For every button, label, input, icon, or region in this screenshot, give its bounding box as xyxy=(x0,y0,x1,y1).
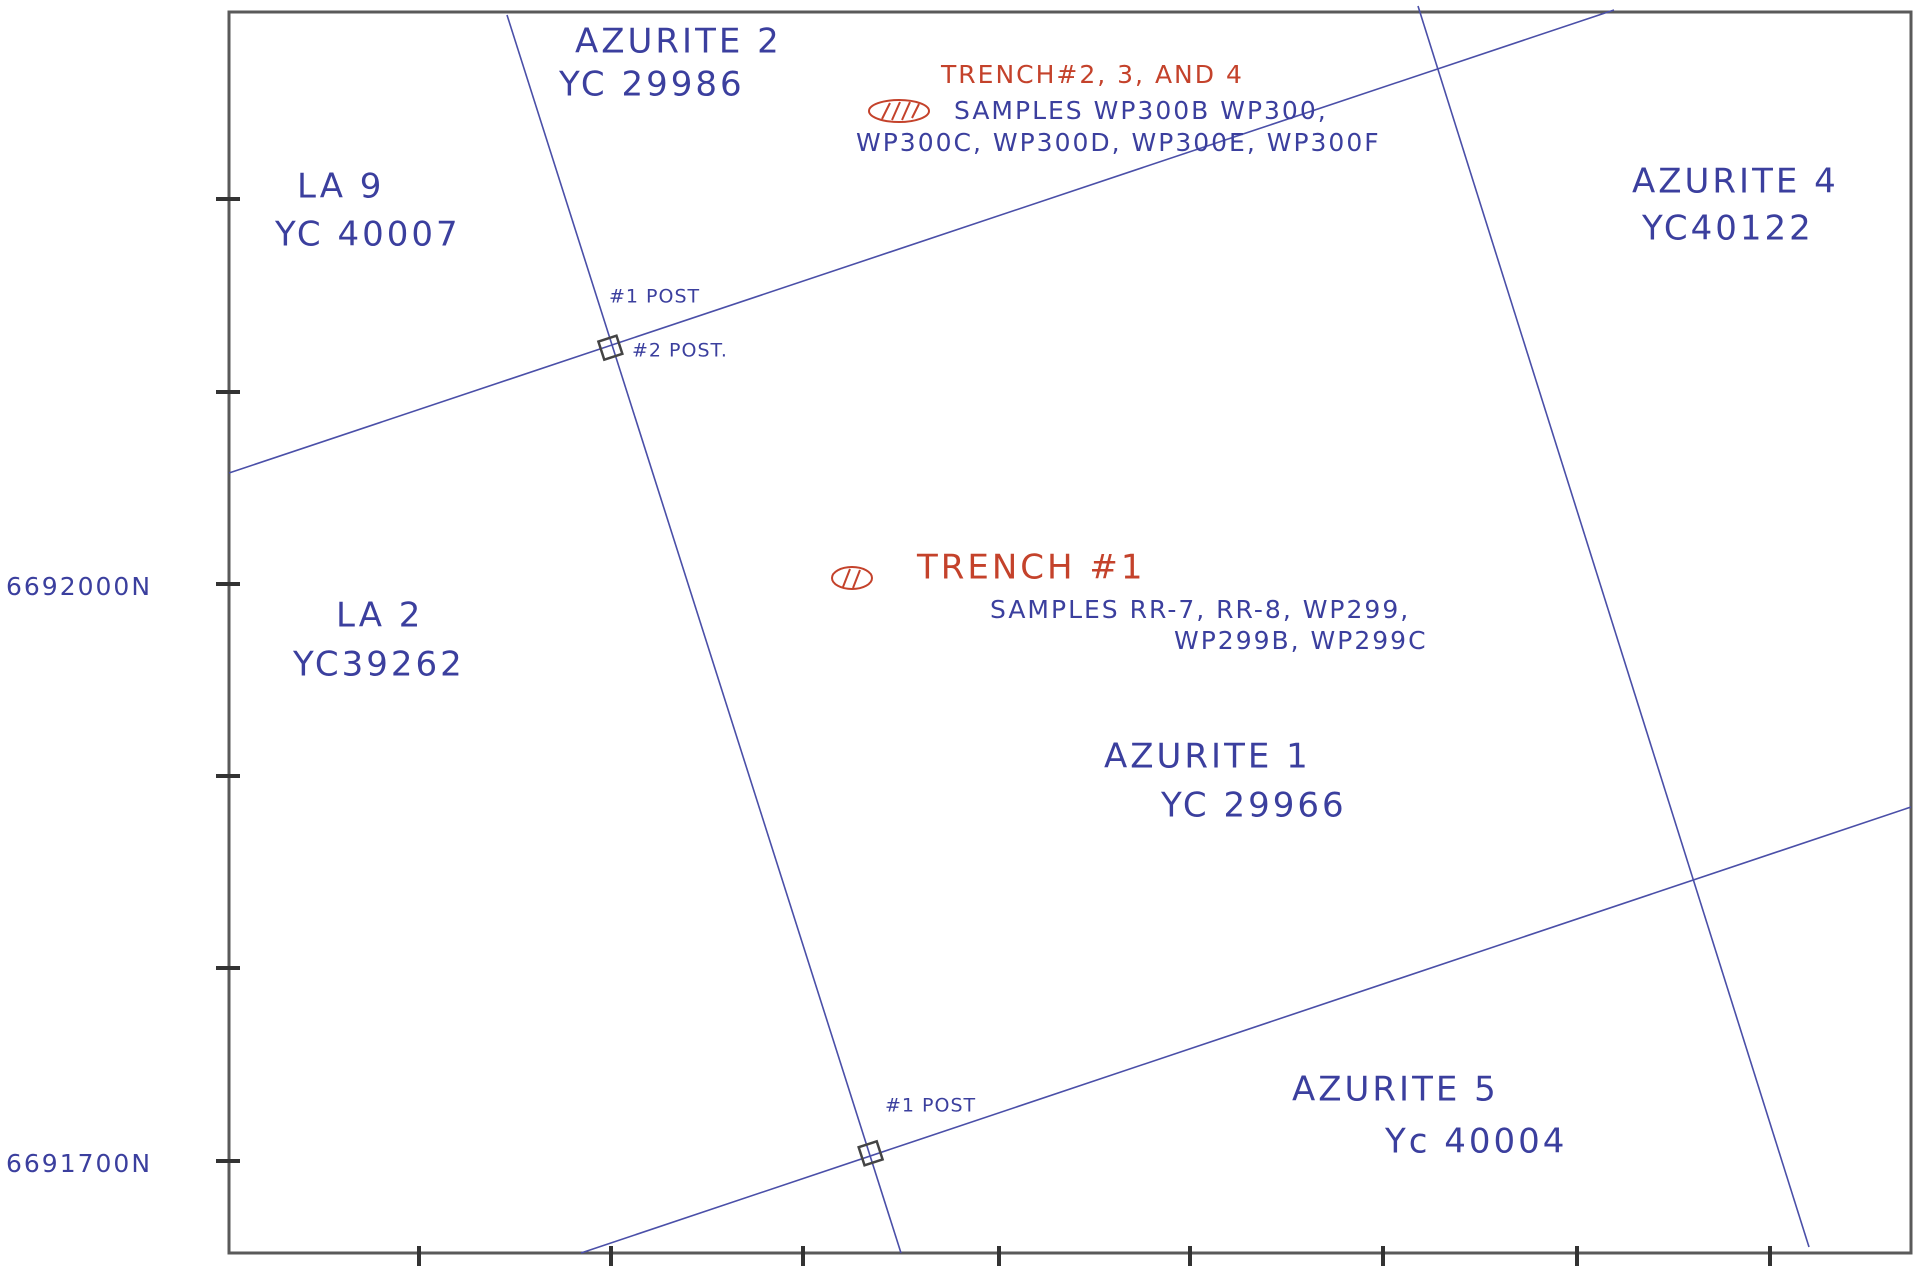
northing-label: 6692000N xyxy=(6,572,152,601)
post-marker xyxy=(857,1139,885,1167)
trench-title: TRENCH #1 xyxy=(916,548,1146,588)
claim-tenure: YC 40007 xyxy=(274,215,461,255)
claim-line xyxy=(1417,5,1810,1248)
claim-name: AZURITE 2 xyxy=(575,22,782,62)
claim-line xyxy=(228,9,1615,474)
trench-title: TRENCH#2, 3, AND 4 xyxy=(940,60,1244,89)
trench-samples: WP299B, WP299C xyxy=(1174,626,1428,655)
claim-tenure: YC 29966 xyxy=(1160,786,1347,826)
trench-symbol xyxy=(868,99,930,123)
ticks xyxy=(216,197,1772,1266)
claim-name: AZURITE 1 xyxy=(1104,737,1311,777)
trench-symbol xyxy=(831,566,873,590)
post-label: #2 POST. xyxy=(632,340,728,362)
map-frame xyxy=(227,10,1913,1255)
northing-label: 6691700N xyxy=(6,1149,152,1178)
claim-name: AZURITE 4 xyxy=(1632,162,1839,202)
post-label: #1 POST xyxy=(885,1095,976,1117)
claim-tenure: YC 29986 xyxy=(558,65,745,105)
claim-tenure: YC39262 xyxy=(292,645,465,685)
trench-samples: WP300C, WP300D, WP300E, WP300F xyxy=(856,128,1381,157)
trench-samples: SAMPLES RR-7, RR-8, WP299, xyxy=(990,595,1410,624)
claim-tenure: Yc 40004 xyxy=(1384,1122,1567,1162)
claim-name: AZURITE 5 xyxy=(1292,1070,1499,1110)
claim-name: LA 2 xyxy=(336,596,423,636)
claim-tenure: YC40122 xyxy=(1641,209,1814,249)
claim-line xyxy=(580,806,1912,1254)
claim-line xyxy=(506,14,902,1254)
claim-name: LA 9 xyxy=(297,167,384,207)
post-label: #1 POST xyxy=(609,286,700,308)
post-marker xyxy=(596,334,624,362)
trench-samples: SAMPLES WP300B WP300, xyxy=(954,96,1328,125)
